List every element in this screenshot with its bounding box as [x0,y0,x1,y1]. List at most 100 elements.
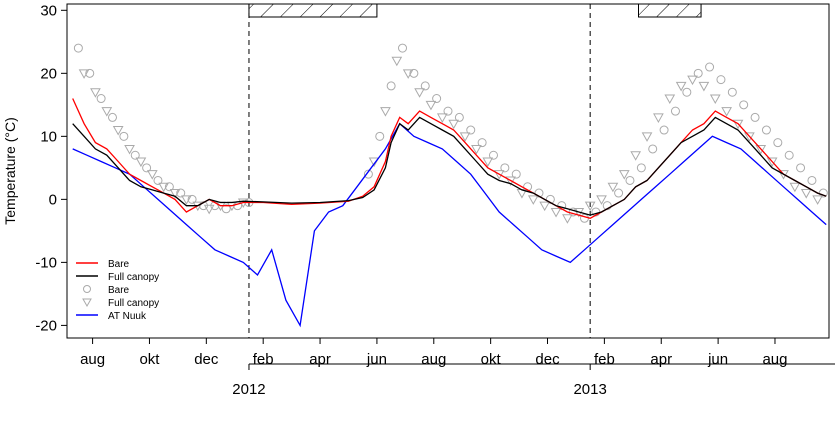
scatter-point-full-canopy [744,132,755,142]
scatter-point-full-canopy [755,144,767,155]
plot-frame [66,3,830,339]
scatter-point-full-canopy [653,113,664,123]
month-tick-label: dec [194,351,219,368]
scatter-point-bare [130,150,140,160]
scatter-point-full-canopy [687,75,698,86]
scatter-point-full-canopy [181,195,192,205]
scatter-point-bare [705,62,715,72]
legend-label: Bare [108,285,130,296]
scatter-point-full-canopy [562,214,573,224]
scatter-point-bare [807,175,817,185]
scatter-point-bare [670,106,680,116]
scatter-point-full-canopy [112,126,124,136]
scatter-point-full-canopy [721,107,732,117]
scatter-point-bare [659,125,669,135]
scatter-point-bare [96,94,106,104]
scatter-point-bare [107,112,117,122]
month-tick-label: aug [80,351,105,368]
y-tick-label: 20 [40,65,57,82]
month-tick-label: jun [707,351,728,368]
month-tick-label: dec [535,351,560,368]
scatter-point-bare [750,112,760,122]
scatter-point-full-canopy [709,94,721,105]
y-axis-label: Temperature (°C) [2,117,18,225]
scatter-layer [73,43,828,224]
scatter-point-bare [545,194,555,204]
scatter-point-full-canopy [471,144,482,155]
scatter-point-bare [119,131,129,141]
legend: Bare Full canopy Bare Full canopy AT Nuuk [76,259,159,322]
scatter-point-bare [614,188,624,198]
year-axis: 201220132014 [232,363,835,398]
scatter-point-bare [648,144,658,154]
y-axis: -20 -10 0 10 20 30 [35,2,67,334]
scatter-point-bare [784,150,794,160]
scatter-point-full-canopy [493,170,505,180]
scatter-point-bare [727,87,737,97]
scatter-point-full-canopy [698,81,710,92]
hatched-period-box [248,3,378,18]
scatter-point-bare [625,175,635,185]
scatter-point-full-canopy [766,157,778,168]
scatter-point-full-canopy [550,207,562,218]
scatter-point-full-canopy [641,132,653,142]
scatter-point-bare [454,112,464,122]
line-layer [72,98,827,328]
y-tick-label: 10 [40,128,57,145]
scatter-point-full-canopy [459,132,471,142]
scatter-point-full-canopy [380,107,391,117]
month-tick-label: okt [139,351,160,368]
month-tick-label: okt [481,351,502,368]
scatter-point-full-canopy [124,144,135,155]
series-line-at-nuuk [72,122,827,328]
scatter-point-bare [682,87,692,97]
y-tick-label: 0 [49,191,57,208]
scatter-point-full-canopy [675,81,687,92]
scatter-point-full-canopy [135,157,147,168]
scatter-point-bare [176,188,186,198]
scatter-point-full-canopy [664,94,676,105]
legend-label: Full canopy [108,298,159,309]
legend-label: Bare [108,259,130,270]
scatter-point-full-canopy [596,195,607,205]
scatter-point-bare [443,106,453,116]
scatter-point-bare [420,81,430,91]
month-tick-label: aug [421,351,446,368]
legend-label: Full canopy [108,272,159,283]
scatter-point-bare [796,163,806,173]
scatter-point-full-canopy [812,195,823,205]
year-tick-label: 2013 [573,381,606,398]
scatter-point-full-canopy [425,100,437,111]
scatter-point-bare [142,163,152,173]
hatched-period-box [638,3,702,18]
scatter-point-bare [761,125,771,135]
scatter-point-bare [511,169,521,179]
scatter-point-bare [432,94,442,104]
scatter-point-full-canopy [203,204,215,215]
scatter-point-bare [477,138,487,148]
scatter-point-bare [375,131,385,141]
scatter-point-full-canopy [778,170,789,180]
scatter-point-full-canopy [607,182,619,193]
scatter-point-bare [773,138,783,148]
legend-triangle-swatch [82,298,92,308]
scatter-point-full-canopy [101,107,113,117]
legend-circle-swatch [83,285,91,293]
scatter-point-bare [85,68,95,78]
scatter-point-bare [409,68,419,78]
scatter-point-bare [488,150,498,160]
scatter-point-bare [693,68,703,78]
scatter-point-full-canopy [90,88,101,98]
scatter-point-bare [466,125,476,135]
month-tick-label: feb [253,351,274,368]
scatter-point-full-canopy [402,69,414,79]
y-tick-label: -20 [35,317,57,334]
scatter-point-bare [739,100,749,110]
scatter-point-full-canopy [505,176,516,186]
scatter-point-full-canopy [732,119,744,130]
month-tick-label: aug [762,351,787,368]
scatter-point-full-canopy [539,201,551,212]
scatter-point-full-canopy [630,151,642,161]
scatter-point-bare [602,201,612,211]
scatter-point-full-canopy [146,170,158,180]
